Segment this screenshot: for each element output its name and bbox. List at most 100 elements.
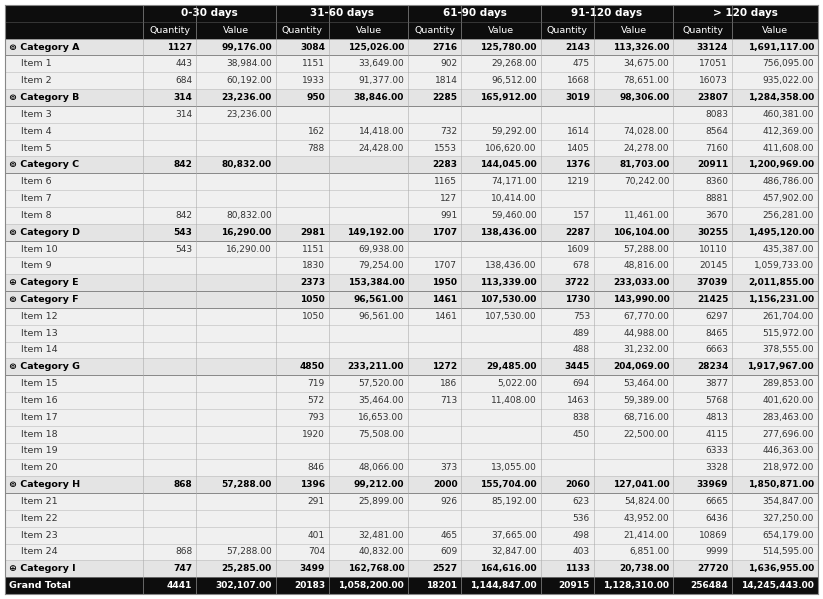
Text: 609: 609 (440, 547, 458, 556)
Text: 1,850,871.00: 1,850,871.00 (748, 480, 814, 489)
Text: 40,832.00: 40,832.00 (359, 547, 404, 556)
Text: 24,428.00: 24,428.00 (359, 144, 404, 153)
Text: Item 2: Item 2 (9, 76, 52, 85)
Text: 314: 314 (175, 110, 193, 119)
Text: 18201: 18201 (426, 581, 458, 590)
Text: 60,192.00: 60,192.00 (226, 76, 272, 85)
Text: 1730: 1730 (565, 295, 590, 304)
Text: Item 10: Item 10 (9, 244, 58, 253)
Text: 20911: 20911 (697, 161, 728, 170)
Text: 28234: 28234 (697, 362, 728, 371)
Text: Item 8: Item 8 (9, 211, 52, 220)
Text: 14,245,443.00: 14,245,443.00 (742, 581, 814, 590)
Text: 1133: 1133 (565, 564, 590, 573)
Text: 59,389.00: 59,389.00 (624, 396, 669, 405)
Text: 25,285.00: 25,285.00 (221, 564, 272, 573)
Text: Value: Value (356, 26, 382, 35)
Text: ⊚ Category B: ⊚ Category B (9, 93, 79, 102)
Text: 33,649.00: 33,649.00 (359, 59, 404, 68)
Text: 460,381.00: 460,381.00 (762, 110, 814, 119)
Bar (5, 476, 818, 493)
Text: 704: 704 (308, 547, 325, 556)
Bar (5, 426, 818, 443)
Text: 35,464.00: 35,464.00 (359, 396, 404, 405)
Text: Item 9: Item 9 (9, 261, 52, 270)
Text: Grand Total: Grand Total (9, 581, 71, 590)
Bar (5, 241, 818, 258)
Text: 747: 747 (173, 564, 193, 573)
Bar (5, 577, 818, 594)
Text: 1,691,117.00: 1,691,117.00 (747, 43, 814, 52)
Text: 3445: 3445 (565, 362, 590, 371)
Text: 327,250.00: 327,250.00 (763, 514, 814, 523)
Text: 401: 401 (308, 531, 325, 540)
Text: 3670: 3670 (705, 211, 728, 220)
Text: 10,414.00: 10,414.00 (491, 194, 537, 203)
Text: 16073: 16073 (700, 76, 728, 85)
Text: Item 15: Item 15 (9, 379, 58, 388)
Text: Quantity: Quantity (682, 26, 723, 35)
Text: 32,847.00: 32,847.00 (491, 547, 537, 556)
Text: 3722: 3722 (565, 278, 590, 287)
Text: 302,107.00: 302,107.00 (216, 581, 272, 590)
Text: 48,816.00: 48,816.00 (624, 261, 669, 270)
Text: Item 5: Item 5 (9, 144, 52, 153)
Text: 2373: 2373 (300, 278, 325, 287)
Text: 446,363.00: 446,363.00 (763, 446, 814, 455)
Text: 2060: 2060 (565, 480, 590, 489)
Text: 24,278.00: 24,278.00 (624, 144, 669, 153)
Text: 457,902.00: 457,902.00 (763, 194, 814, 203)
Bar (5, 527, 818, 543)
Text: 2285: 2285 (432, 93, 458, 102)
Text: 7160: 7160 (705, 144, 728, 153)
Text: 17051: 17051 (700, 59, 728, 68)
Text: 57,288.00: 57,288.00 (624, 244, 669, 253)
Text: 127,041.00: 127,041.00 (612, 480, 669, 489)
Text: 125,780.00: 125,780.00 (481, 43, 537, 52)
Bar (5, 258, 818, 274)
Text: 1165: 1165 (435, 177, 458, 186)
Bar (5, 89, 818, 106)
Text: 926: 926 (440, 497, 458, 506)
Text: 2981: 2981 (300, 228, 325, 237)
Text: 61-90 days: 61-90 days (443, 8, 506, 19)
Text: 678: 678 (573, 261, 590, 270)
Text: 378,555.00: 378,555.00 (762, 346, 814, 355)
Text: 80,832.00: 80,832.00 (226, 211, 272, 220)
Text: 155,704.00: 155,704.00 (480, 480, 537, 489)
Text: 1,636,955.00: 1,636,955.00 (748, 564, 814, 573)
Text: 8465: 8465 (705, 329, 728, 338)
Text: 950: 950 (306, 93, 325, 102)
Text: 684: 684 (175, 76, 193, 85)
Text: 113,339.00: 113,339.00 (480, 278, 537, 287)
Text: 1127: 1127 (167, 43, 193, 52)
Bar (5, 291, 818, 308)
Text: 20,738.00: 20,738.00 (619, 564, 669, 573)
Bar (5, 493, 818, 510)
Text: 59,292.00: 59,292.00 (491, 127, 537, 136)
Text: 8881: 8881 (705, 194, 728, 203)
Text: 793: 793 (308, 413, 325, 422)
Text: 8360: 8360 (705, 177, 728, 186)
Text: 29,485.00: 29,485.00 (486, 362, 537, 371)
Text: 2,011,855.00: 2,011,855.00 (748, 278, 814, 287)
Text: 6333: 6333 (705, 446, 728, 455)
Text: 33124: 33124 (697, 43, 728, 52)
Text: 732: 732 (440, 127, 458, 136)
Text: 107,530.00: 107,530.00 (485, 312, 537, 321)
Text: 1463: 1463 (567, 396, 590, 405)
Text: 1,059,733.00: 1,059,733.00 (754, 261, 814, 270)
Text: Item 12: Item 12 (9, 312, 58, 321)
Text: 13,055.00: 13,055.00 (491, 463, 537, 472)
Text: 57,520.00: 57,520.00 (359, 379, 404, 388)
Text: 20145: 20145 (700, 261, 728, 270)
Text: Item 7: Item 7 (9, 194, 52, 203)
Text: 20915: 20915 (559, 581, 590, 590)
Text: 475: 475 (573, 59, 590, 68)
Text: 29,268.00: 29,268.00 (491, 59, 537, 68)
Text: 68,716.00: 68,716.00 (624, 413, 669, 422)
Text: 16,290.00: 16,290.00 (226, 244, 272, 253)
Text: 1,128,310.00: 1,128,310.00 (603, 581, 669, 590)
Text: Item 17: Item 17 (9, 413, 58, 422)
Bar (5, 224, 818, 241)
